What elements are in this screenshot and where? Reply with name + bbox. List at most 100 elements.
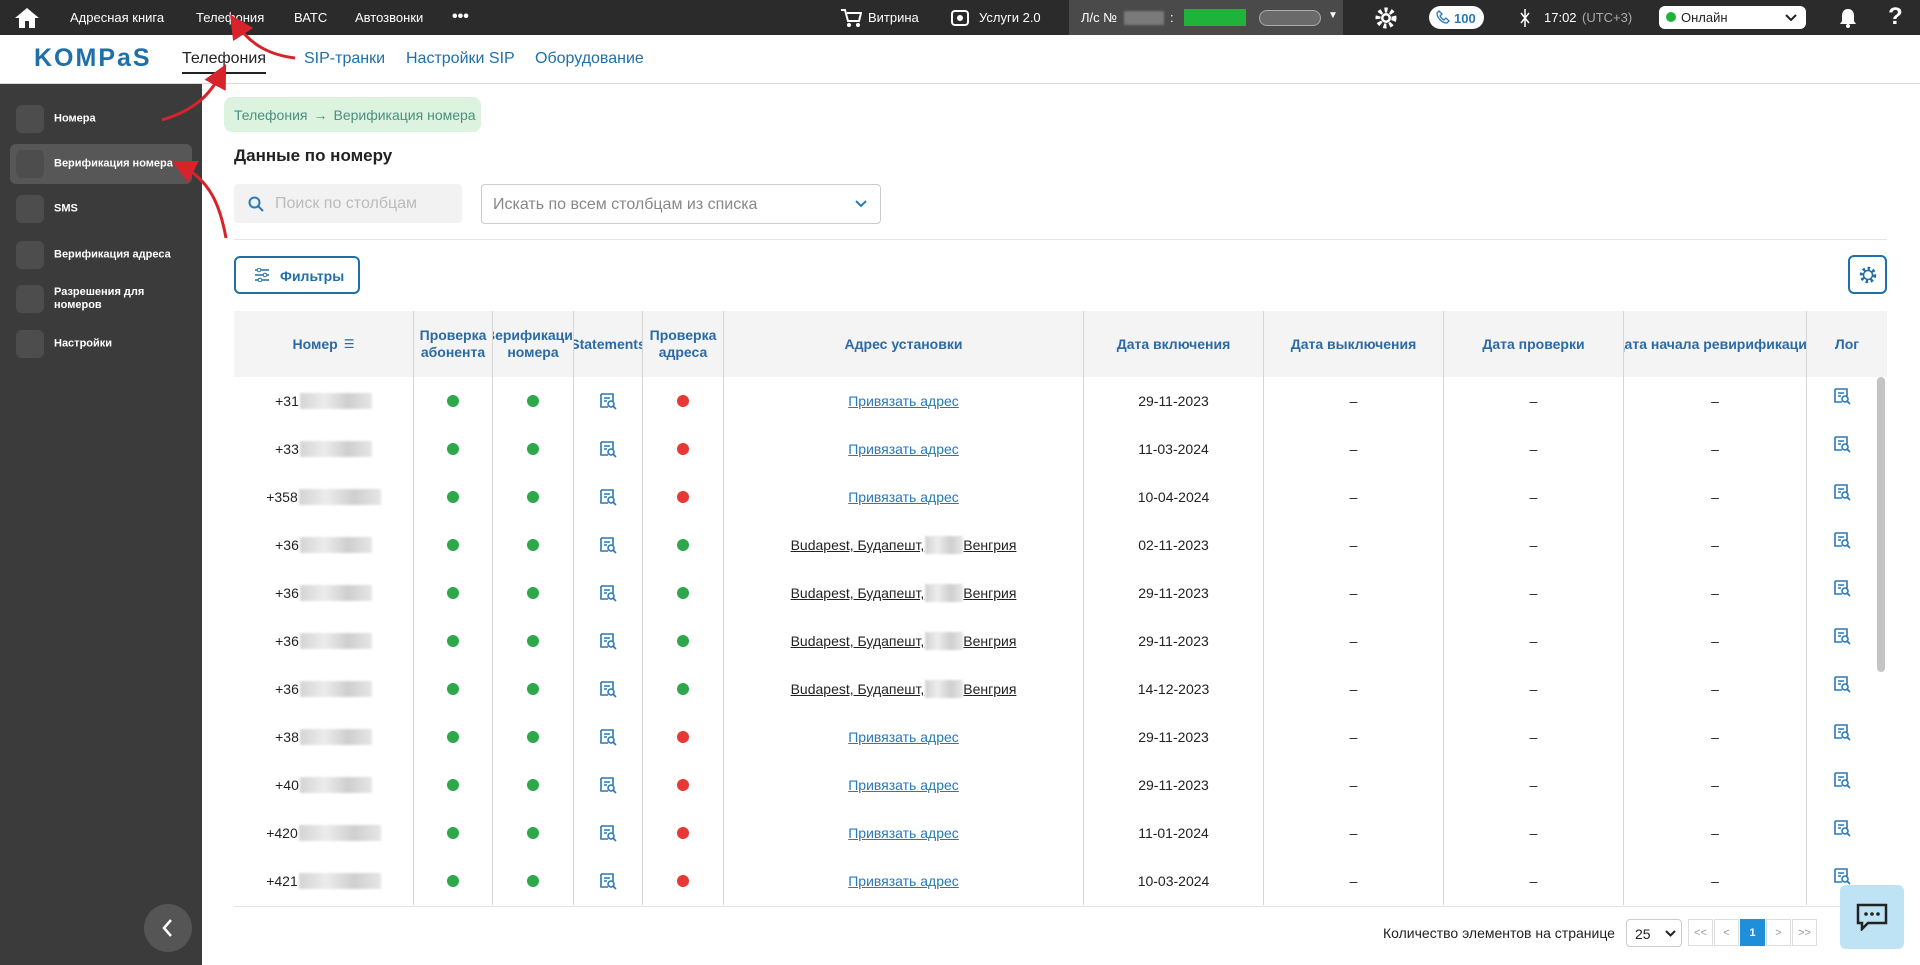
search-icon bbox=[248, 196, 264, 212]
bind-address-link[interactable]: Привязать адрес bbox=[848, 393, 959, 409]
column-header[interactable]: Statements bbox=[574, 311, 643, 377]
menu-item[interactable]: Адресная книга bbox=[70, 10, 165, 25]
scrollbar bbox=[1877, 377, 1885, 672]
chat-button[interactable] bbox=[1840, 885, 1904, 949]
table-cell: Budapest, Будапешт, Венгрия bbox=[724, 569, 1084, 617]
bind-address-link[interactable]: Привязать адрес bbox=[848, 441, 959, 457]
page-button[interactable]: << bbox=[1688, 919, 1713, 946]
document-icon[interactable] bbox=[599, 584, 617, 602]
document-icon[interactable] bbox=[599, 776, 617, 794]
table-cell: – bbox=[1444, 617, 1624, 665]
table-cell bbox=[1807, 569, 1887, 617]
status-select[interactable]: Онлайн bbox=[1659, 6, 1806, 29]
document-icon[interactable] bbox=[1833, 723, 1851, 741]
status-dot bbox=[527, 491, 539, 503]
page-button[interactable]: 1 bbox=[1740, 919, 1765, 946]
page-size-select[interactable]: 25 bbox=[1626, 919, 1682, 947]
document-icon[interactable] bbox=[599, 536, 617, 554]
status-dot bbox=[677, 539, 689, 551]
page-button[interactable]: < bbox=[1714, 919, 1739, 946]
bell-icon[interactable] bbox=[1836, 6, 1860, 30]
document-icon[interactable] bbox=[599, 392, 617, 410]
document-icon[interactable] bbox=[1833, 771, 1851, 789]
table-cell: – bbox=[1264, 809, 1444, 857]
document-icon[interactable] bbox=[1833, 819, 1851, 837]
breadcrumb-item[interactable]: Телефония bbox=[234, 106, 308, 123]
account-panel[interactable]: Л/с № : ▼ bbox=[1069, 0, 1343, 35]
logo[interactable]: KOMPaS bbox=[34, 44, 152, 72]
bind-address-link[interactable]: Привязать адрес bbox=[848, 777, 959, 793]
document-icon[interactable] bbox=[599, 728, 617, 746]
sidebar-item[interactable]: Верификация адреса bbox=[10, 235, 192, 275]
table-cell bbox=[493, 809, 574, 857]
table-cell bbox=[1807, 425, 1887, 473]
document-icon[interactable] bbox=[599, 824, 617, 842]
tab[interactable]: Телефония bbox=[182, 50, 266, 74]
tab[interactable]: Оборудование bbox=[535, 50, 644, 67]
help-icon[interactable]: ? bbox=[1888, 3, 1903, 30]
document-icon[interactable] bbox=[1833, 675, 1851, 693]
table-value: – bbox=[1711, 681, 1719, 697]
bind-address-link[interactable]: Привязать адрес bbox=[848, 489, 959, 505]
more-menu[interactable]: ••• bbox=[452, 8, 469, 25]
search-input[interactable]: Поиск по столбцам bbox=[234, 184, 462, 223]
column-header[interactable]: Лог bbox=[1807, 311, 1887, 377]
column-header[interactable]: Дата начала ревирификации bbox=[1624, 311, 1807, 377]
bind-address-link[interactable]: Привязать адрес bbox=[848, 825, 959, 841]
sidebar-item[interactable]: Настройки bbox=[10, 324, 192, 364]
column-header[interactable]: Адрес установки bbox=[724, 311, 1084, 377]
menu-item[interactable]: Автозвонки bbox=[355, 10, 424, 25]
sidebar-icon bbox=[16, 105, 44, 133]
document-icon[interactable] bbox=[1833, 483, 1851, 501]
document-icon[interactable] bbox=[599, 632, 617, 650]
column-header[interactable]: Проверка адреса bbox=[643, 311, 724, 377]
collapse-button[interactable] bbox=[144, 904, 192, 952]
masked-digits bbox=[299, 441, 372, 457]
settings-icon[interactable] bbox=[1374, 6, 1398, 30]
document-icon[interactable] bbox=[1833, 531, 1851, 549]
sidebar-item[interactable]: SMS bbox=[10, 189, 192, 229]
document-icon[interactable] bbox=[1833, 579, 1851, 597]
sidebar-item[interactable]: Номера bbox=[10, 99, 192, 139]
document-icon[interactable] bbox=[1833, 387, 1851, 405]
status-dot bbox=[527, 827, 539, 839]
document-icon[interactable] bbox=[599, 872, 617, 890]
column-header[interactable]: Дата проверки bbox=[1444, 311, 1624, 377]
table-value: – bbox=[1529, 729, 1538, 745]
column-header[interactable]: Проверка абонента bbox=[414, 311, 493, 377]
table-cell: 14-12-2023 bbox=[1084, 665, 1264, 713]
document-icon[interactable] bbox=[599, 488, 617, 506]
tab[interactable]: SIP-транки bbox=[304, 50, 386, 67]
address-part: Budapest, Будапешт, bbox=[790, 633, 925, 649]
menu-item[interactable]: ВАТС bbox=[294, 10, 328, 25]
bind-address-link[interactable]: Привязать адрес bbox=[848, 873, 959, 889]
home-icon[interactable] bbox=[14, 6, 40, 30]
column-select[interactable]: Искать по всем столбцам из списка bbox=[481, 184, 881, 224]
showcase-link[interactable]: Витрина bbox=[868, 10, 919, 25]
table-cell bbox=[1807, 809, 1887, 857]
page-button[interactable]: > bbox=[1766, 919, 1791, 946]
column-header[interactable]: Номер ☰ bbox=[234, 311, 414, 377]
document-icon[interactable] bbox=[599, 440, 617, 458]
document-icon[interactable] bbox=[1833, 435, 1851, 453]
menu-item[interactable]: Телефония bbox=[196, 10, 265, 25]
sidebar-item[interactable]: Разрешения для номеров bbox=[10, 279, 192, 319]
document-icon[interactable] bbox=[1833, 867, 1851, 885]
sidebar-item[interactable]: Верификация номера bbox=[10, 144, 192, 184]
column-header[interactable]: Дата включения bbox=[1084, 311, 1264, 377]
table-cell bbox=[1807, 377, 1887, 425]
timezone: (UTC+3) bbox=[1582, 10, 1633, 25]
table-cell bbox=[493, 761, 574, 809]
document-icon[interactable] bbox=[599, 680, 617, 698]
document-icon[interactable] bbox=[1833, 627, 1851, 645]
status-dot bbox=[527, 635, 539, 647]
page-button[interactable]: >> bbox=[1792, 919, 1817, 946]
column-header[interactable]: Дата выключения bbox=[1264, 311, 1444, 377]
services-link[interactable]: Услуги 2.0 bbox=[979, 10, 1041, 25]
tab[interactable]: Настройки SIP bbox=[406, 50, 515, 67]
filters-button[interactable]: Фильтры bbox=[234, 256, 360, 294]
calls-pill[interactable]: 100 bbox=[1429, 6, 1484, 29]
column-header[interactable]: Верификация номера bbox=[493, 311, 574, 377]
bind-address-link[interactable]: Привязать адрес bbox=[848, 729, 959, 745]
table-settings-button[interactable] bbox=[1848, 255, 1887, 294]
